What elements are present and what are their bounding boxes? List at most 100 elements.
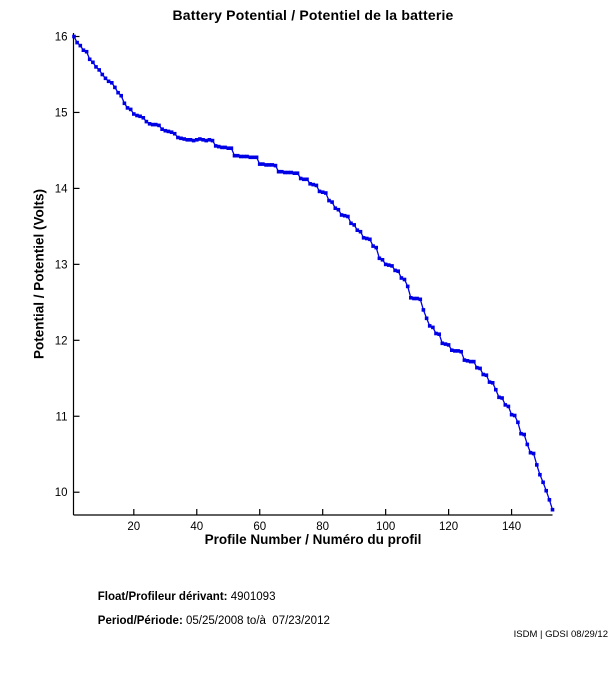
data-point-marker: [163, 128, 168, 133]
float-id-value: 4901093: [227, 591, 276, 603]
data-point-marker: [424, 316, 429, 321]
data-point-marker: [339, 213, 344, 217]
data-point-marker: [490, 381, 495, 385]
data-point-marker: [116, 90, 120, 95]
data-point-marker: [87, 57, 92, 62]
x-tick-label: 20: [127, 521, 140, 533]
data-point-marker: [472, 359, 476, 364]
data-point-marker: [512, 413, 517, 418]
data-point-marker: [166, 129, 171, 134]
data-point-marker: [468, 359, 473, 364]
data-point-marker: [481, 372, 485, 377]
data-point-marker: [223, 145, 227, 150]
x-tick-label: 140: [502, 521, 521, 533]
data-point-marker: [352, 223, 356, 227]
data-point-marker: [421, 308, 426, 312]
period-line: Period/Période: 05/25/2008 to/à 07/23/20…: [85, 603, 330, 639]
data-point-marker: [242, 154, 246, 159]
y-tick-label: 10: [55, 487, 68, 499]
data-point-marker: [273, 163, 278, 168]
data-point-marker: [377, 256, 382, 261]
data-point-marker: [550, 507, 555, 512]
data-point-marker: [494, 387, 498, 392]
data-point-marker: [547, 498, 552, 502]
data-point-marker: [217, 144, 221, 149]
data-point-marker: [195, 138, 199, 142]
data-point-marker: [396, 269, 400, 273]
data-point-marker: [462, 358, 467, 362]
data-point-marker: [191, 138, 196, 143]
data-point-marker: [314, 183, 319, 188]
data-point-marker: [478, 366, 482, 371]
data-point-marker: [456, 349, 460, 353]
data-point-marker: [522, 432, 526, 437]
data-point-marker: [72, 34, 76, 39]
data-point-marker: [261, 162, 265, 166]
y-tick-label: 15: [55, 107, 68, 119]
data-point-marker: [157, 123, 161, 128]
data-point-marker: [531, 451, 536, 456]
data-point-marker: [509, 412, 514, 417]
data-point-marker: [544, 488, 548, 493]
data-point-marker: [138, 114, 142, 119]
data-point-marker: [264, 163, 268, 167]
x-tick-label: 60: [253, 521, 266, 533]
data-point-marker: [459, 349, 463, 354]
data-point-marker: [239, 154, 243, 159]
battery-potential-chart: 10 11 12 13 14 15 16 20 40 60 80 100 120 140: [55, 32, 555, 533]
data-point-marker: [245, 154, 249, 159]
data-point-marker: [506, 404, 511, 409]
data-point-marker: [500, 396, 504, 400]
data-point-marker: [81, 48, 86, 52]
data-point-marker: [135, 113, 139, 118]
data-point-marker: [484, 373, 489, 377]
data-point-marker: [292, 171, 297, 175]
data-point-marker: [213, 144, 218, 148]
data-point-marker: [122, 101, 127, 106]
data-point-marker: [418, 297, 423, 302]
data-point-marker: [320, 190, 325, 194]
data-point-marker: [405, 284, 410, 289]
y-tick-label: 14: [55, 183, 68, 195]
data-point-marker: [229, 146, 234, 150]
data-point-marker: [267, 163, 271, 167]
data-point-marker: [257, 162, 262, 166]
data-point-marker: [453, 349, 457, 353]
data-point-marker: [409, 296, 413, 300]
x-tick-label: 80: [316, 521, 329, 533]
data-point-marker: [201, 138, 205, 142]
data-point-marker: [169, 130, 174, 134]
data-point-marker: [311, 182, 315, 187]
data-point-marker: [251, 155, 256, 160]
data-point-marker: [380, 258, 385, 262]
data-point-marker: [232, 153, 237, 158]
data-point-marker: [125, 106, 130, 110]
data-point-marker: [226, 146, 231, 150]
data-point-marker: [503, 403, 508, 407]
data-point-marker: [106, 79, 111, 84]
data-point-marker: [286, 170, 290, 175]
data-point-marker: [84, 49, 89, 54]
data-point-marker: [431, 325, 435, 330]
data-point-marker: [390, 264, 394, 268]
data-point-marker: [182, 137, 186, 141]
data-point-marker: [465, 359, 470, 363]
data-point-marker: [128, 107, 133, 112]
data-point-marker: [147, 122, 152, 126]
data-point-marker: [248, 155, 253, 160]
data-point-marker: [280, 169, 284, 174]
data-point-marker: [434, 331, 438, 336]
data-point-marker: [97, 68, 101, 72]
data-point-marker: [188, 138, 193, 142]
data-point-marker: [415, 296, 419, 301]
data-point-marker: [440, 341, 445, 346]
data-point-marker: [497, 395, 501, 400]
data-point-marker: [254, 155, 259, 160]
data-point-marker: [298, 176, 303, 181]
data-point-marker: [185, 138, 190, 142]
data-point-marker: [305, 177, 309, 182]
data-point-marker: [302, 177, 306, 182]
float-id-line: Float/Profileur dérivant: 4901093: [85, 579, 276, 615]
data-point-marker: [103, 76, 108, 81]
